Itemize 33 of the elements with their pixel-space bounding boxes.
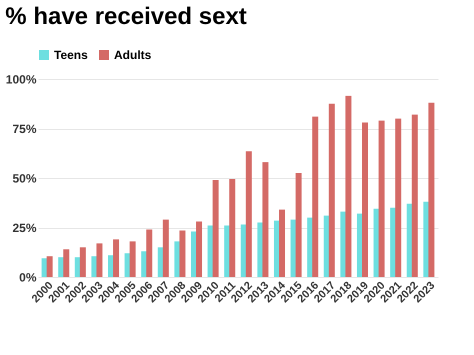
bar: [262, 162, 268, 277]
bar: [113, 239, 120, 277]
bar: [378, 120, 385, 277]
bar: [428, 102, 434, 277]
bar: [412, 114, 418, 277]
legend-label: Adults: [114, 48, 152, 62]
y-tick-label: 100%: [6, 72, 37, 86]
bar: [179, 230, 186, 277]
bar: [80, 247, 86, 277]
bar: [229, 178, 236, 277]
bar: [279, 210, 286, 277]
bar: [395, 118, 402, 277]
y-tick-label: 25%: [12, 221, 37, 235]
y-tick-label: 50%: [12, 172, 37, 186]
bar: [312, 116, 318, 277]
bar: [362, 122, 368, 277]
bar: [246, 151, 252, 277]
y-tick-label: 0%: [19, 270, 37, 284]
bar: [63, 249, 70, 277]
bar: [96, 243, 102, 277]
y-tick-label: 75%: [12, 122, 37, 136]
chart-title: % have received sext: [5, 3, 247, 30]
bar: [212, 180, 219, 277]
bar: [296, 173, 302, 277]
bar: [162, 220, 169, 277]
bar: [146, 229, 152, 277]
legend-label: Teens: [54, 48, 88, 62]
bar: [46, 256, 53, 277]
bar: [58, 257, 64, 277]
bar: [196, 222, 202, 277]
bar: [130, 241, 136, 277]
bar: [345, 96, 352, 277]
bar: [328, 104, 335, 277]
